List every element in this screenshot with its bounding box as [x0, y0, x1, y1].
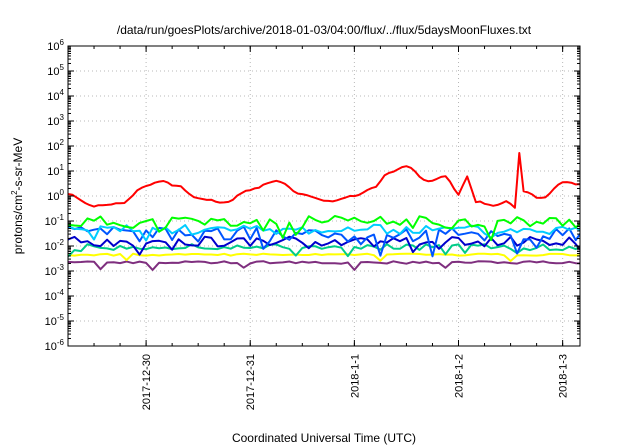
y-tick-label: 102 [47, 138, 64, 153]
x-tick-label: 2018-1-1 [349, 354, 361, 398]
x-ticks: 2017-12-30 2017-12-31 2018-1-1 2018-1-2 2018… [67, 46, 570, 410]
series-line [68, 152, 580, 209]
y-tick-label: 10-2 [45, 238, 65, 253]
y-tick-label: 100 [47, 188, 64, 203]
grid [68, 46, 580, 346]
y-ticks: 10-6 10-5 10-4 10-3 10-2 10-1 100 101 102 103 104 1… [45, 38, 580, 353]
x-tick-label: 2018-1-2 [454, 354, 466, 398]
x-tick-label: 2018-1-3 [558, 354, 570, 398]
y-tick-label: 10-5 [45, 313, 65, 328]
y-axis-label: protons/cm2-s-sr-MeV [10, 138, 25, 254]
x-tick-label: 2017-12-31 [245, 354, 257, 410]
y-tick-label: 104 [47, 88, 64, 103]
series-line [68, 260, 580, 271]
y-tick-label: 106 [47, 38, 64, 53]
x-axis-label: Coordinated Universal Time (UTC) [232, 431, 416, 445]
y-tick-label: 10-4 [45, 288, 65, 303]
y-tick-label: 10-3 [45, 263, 65, 278]
series-line [68, 215, 580, 242]
series-line [68, 243, 580, 258]
chart-title: /data/run/goesPlots/archive/2018-01-03/0… [117, 23, 532, 37]
series-line [68, 223, 580, 242]
series-line [68, 252, 580, 262]
y-tick-label: 105 [47, 63, 64, 78]
series-line [68, 235, 580, 256]
y-tick-label: 10-6 [45, 338, 65, 353]
y-tick-label: 10-1 [45, 213, 65, 228]
x-tick-label: 2017-12-30 [141, 354, 153, 410]
series-layer [68, 152, 580, 271]
y-tick-label: 101 [47, 163, 64, 178]
y-tick-label: 103 [47, 113, 64, 128]
